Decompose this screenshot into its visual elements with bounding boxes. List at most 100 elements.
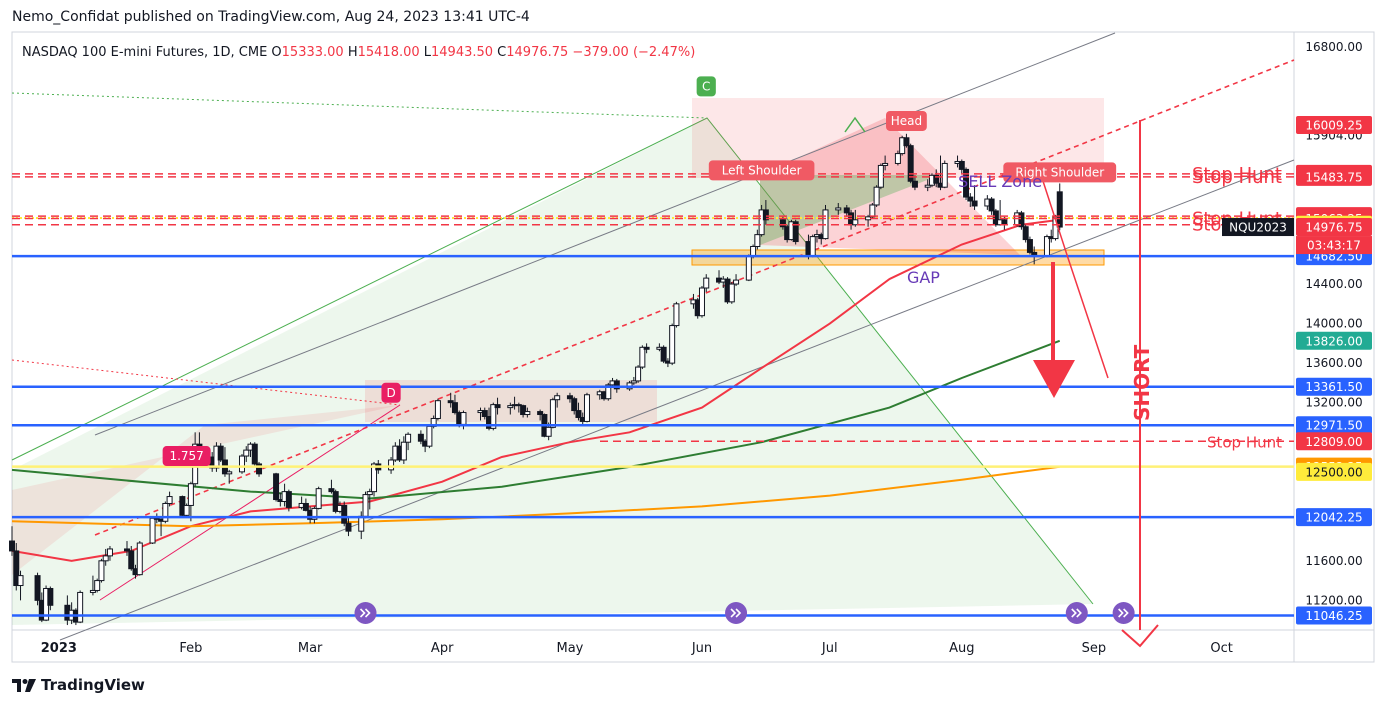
candle-body bbox=[924, 184, 931, 188]
publisher-line: Nemo_Confidat published on TradingView.c… bbox=[12, 9, 530, 25]
candle-body bbox=[549, 399, 556, 428]
candle-body bbox=[971, 200, 978, 207]
candle-body bbox=[869, 204, 876, 218]
candle-body bbox=[162, 502, 169, 522]
candle-body bbox=[762, 209, 769, 221]
candle-body bbox=[792, 221, 799, 243]
candle-body bbox=[779, 219, 786, 228]
green-up-arrow bbox=[844, 116, 866, 133]
price-label-text: 15483.75 bbox=[1305, 170, 1362, 184]
price-label-bg bbox=[1296, 377, 1372, 396]
price-label-text: 12042.25 bbox=[1305, 511, 1362, 525]
candle-body bbox=[673, 303, 680, 327]
candle-body bbox=[106, 548, 113, 557]
candle bbox=[136, 541, 143, 576]
flag-green-fill bbox=[760, 175, 940, 245]
candle-body bbox=[460, 412, 467, 425]
time-tick-label: Jun bbox=[691, 641, 712, 656]
candle-body bbox=[341, 504, 348, 524]
candle-body bbox=[873, 186, 880, 206]
tradingview-logo[interactable]: TradingView bbox=[12, 676, 145, 694]
candle bbox=[9, 526, 15, 556]
price-label-bg bbox=[1296, 218, 1372, 237]
candle-body bbox=[358, 515, 365, 532]
candle-body bbox=[703, 277, 710, 289]
countdown-text: 03:43:17 bbox=[1307, 239, 1361, 253]
stop-hunt-label: Stop Hunt bbox=[1192, 167, 1282, 188]
candle-body bbox=[852, 219, 859, 226]
candle-body bbox=[635, 366, 642, 382]
price-label-text: 16009.25 bbox=[1305, 118, 1362, 132]
candle bbox=[745, 254, 752, 282]
candle-body bbox=[630, 380, 637, 384]
candle bbox=[243, 446, 250, 462]
ohlc-value: L bbox=[420, 45, 432, 60]
candle-body bbox=[660, 346, 667, 362]
candle bbox=[571, 396, 578, 415]
candle bbox=[852, 209, 859, 227]
candle bbox=[549, 397, 556, 429]
price-tick-label: 14000.00 bbox=[1305, 317, 1362, 331]
time-tick-label: Sep bbox=[1082, 641, 1107, 656]
candle bbox=[698, 286, 705, 318]
candle bbox=[630, 376, 637, 385]
brand-name: TradingView bbox=[41, 676, 145, 694]
candle-body bbox=[371, 463, 378, 493]
candle-body bbox=[166, 496, 173, 504]
candle bbox=[1026, 236, 1033, 255]
price-label-text: 13361.50 bbox=[1305, 380, 1362, 394]
candle bbox=[575, 402, 582, 421]
candle-body bbox=[1018, 212, 1025, 228]
candle bbox=[251, 442, 258, 467]
candle-body bbox=[490, 404, 497, 429]
candle bbox=[405, 432, 412, 451]
price-label-text: 12809.00 bbox=[1305, 435, 1362, 449]
candle-body bbox=[639, 346, 646, 368]
price-label-bg bbox=[1296, 462, 1372, 481]
candle-body bbox=[933, 174, 940, 184]
time-tick-label: 2023 bbox=[41, 641, 77, 656]
candle bbox=[434, 398, 441, 421]
candle-body bbox=[183, 504, 190, 516]
annotation-text: SELL Zone bbox=[958, 172, 1042, 191]
candle bbox=[187, 481, 194, 522]
ohlc-value: −379.00 (−2.47%) bbox=[568, 45, 695, 60]
annotation-badge-bg bbox=[696, 76, 716, 97]
candle bbox=[315, 486, 322, 510]
candle-body bbox=[575, 410, 582, 418]
candle bbox=[843, 204, 850, 217]
candle-body bbox=[809, 236, 816, 257]
candle bbox=[47, 586, 54, 611]
candle bbox=[903, 133, 910, 148]
annotation-badge-text: 1.757 bbox=[169, 449, 203, 463]
candle bbox=[639, 345, 646, 370]
candle-body bbox=[332, 491, 339, 512]
price-label-bg bbox=[1296, 432, 1372, 451]
candle-body bbox=[911, 180, 918, 188]
candle-body bbox=[256, 463, 263, 475]
candle-body bbox=[315, 488, 322, 509]
short-label: SHORT bbox=[1130, 344, 1154, 421]
projection-path bbox=[1041, 177, 1109, 379]
candle bbox=[362, 491, 369, 519]
chart-header: NASDAQ 100 E-mini Futures, 1D, CME O1533… bbox=[22, 45, 695, 60]
price-label-text: 14976.75 bbox=[1305, 221, 1362, 235]
candle-body bbox=[426, 425, 433, 447]
candle-body bbox=[571, 398, 578, 412]
candle-body bbox=[520, 405, 527, 416]
candle-body bbox=[903, 137, 910, 147]
candle bbox=[958, 159, 965, 174]
candle-body bbox=[13, 550, 20, 587]
candle bbox=[524, 407, 531, 418]
candle bbox=[77, 590, 84, 624]
annotation-badge-text: D bbox=[386, 386, 395, 400]
candle-body bbox=[882, 162, 889, 166]
candle bbox=[554, 392, 561, 408]
moving-average-1 bbox=[11, 218, 1060, 562]
candle-body bbox=[1043, 236, 1050, 257]
candle bbox=[256, 461, 263, 477]
candle-body bbox=[1026, 239, 1033, 253]
pattern-red-fill-left bbox=[12, 405, 400, 575]
candle-body bbox=[451, 402, 458, 414]
